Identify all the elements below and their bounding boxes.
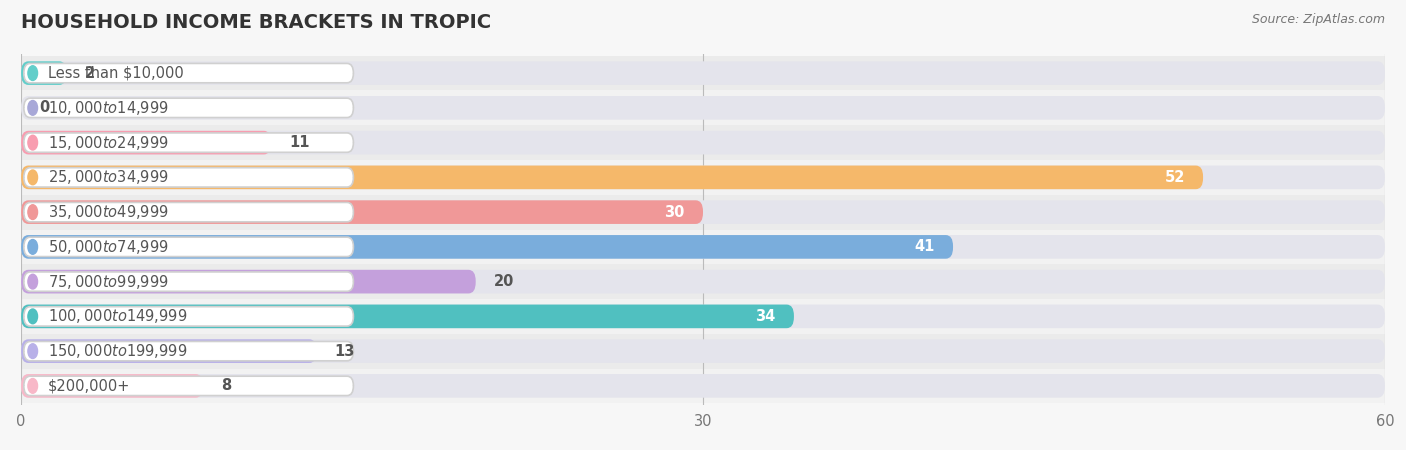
FancyBboxPatch shape	[21, 339, 316, 363]
Text: 34: 34	[755, 309, 776, 324]
Text: 13: 13	[335, 344, 356, 359]
Text: $200,000+: $200,000+	[48, 378, 131, 393]
FancyBboxPatch shape	[21, 61, 1385, 85]
Text: $100,000 to $149,999: $100,000 to $149,999	[48, 307, 187, 325]
FancyBboxPatch shape	[24, 376, 353, 396]
FancyBboxPatch shape	[21, 374, 202, 398]
FancyBboxPatch shape	[21, 166, 1385, 189]
FancyBboxPatch shape	[24, 202, 353, 222]
Text: $25,000 to $34,999: $25,000 to $34,999	[48, 168, 169, 186]
Text: $75,000 to $99,999: $75,000 to $99,999	[48, 273, 169, 291]
Text: $35,000 to $49,999: $35,000 to $49,999	[48, 203, 169, 221]
Text: $50,000 to $74,999: $50,000 to $74,999	[48, 238, 169, 256]
Text: 52: 52	[1164, 170, 1185, 185]
FancyBboxPatch shape	[21, 305, 1385, 328]
Bar	[21, 230, 1385, 264]
FancyBboxPatch shape	[24, 133, 353, 152]
Circle shape	[28, 170, 38, 185]
Bar	[21, 369, 1385, 403]
Text: 11: 11	[290, 135, 309, 150]
Text: HOUSEHOLD INCOME BRACKETS IN TROPIC: HOUSEHOLD INCOME BRACKETS IN TROPIC	[21, 14, 491, 32]
Bar	[21, 334, 1385, 369]
FancyBboxPatch shape	[24, 272, 353, 291]
FancyBboxPatch shape	[21, 374, 1385, 398]
FancyBboxPatch shape	[21, 131, 271, 154]
Circle shape	[28, 205, 38, 220]
FancyBboxPatch shape	[21, 61, 66, 85]
FancyBboxPatch shape	[21, 305, 794, 328]
FancyBboxPatch shape	[21, 166, 1204, 189]
FancyBboxPatch shape	[21, 270, 475, 293]
FancyBboxPatch shape	[21, 339, 1385, 363]
Text: $150,000 to $199,999: $150,000 to $199,999	[48, 342, 187, 360]
Text: 20: 20	[494, 274, 515, 289]
Bar	[21, 160, 1385, 195]
Circle shape	[28, 309, 38, 324]
Circle shape	[28, 344, 38, 359]
FancyBboxPatch shape	[21, 200, 703, 224]
Circle shape	[28, 274, 38, 289]
FancyBboxPatch shape	[24, 342, 353, 361]
FancyBboxPatch shape	[24, 237, 353, 256]
Text: $10,000 to $14,999: $10,000 to $14,999	[48, 99, 169, 117]
FancyBboxPatch shape	[21, 270, 1385, 293]
Text: 8: 8	[221, 378, 232, 393]
FancyBboxPatch shape	[21, 200, 1385, 224]
Circle shape	[28, 239, 38, 254]
Bar	[21, 90, 1385, 125]
Bar	[21, 264, 1385, 299]
Bar	[21, 125, 1385, 160]
FancyBboxPatch shape	[24, 168, 353, 187]
Circle shape	[28, 378, 38, 393]
FancyBboxPatch shape	[21, 96, 1385, 120]
Text: 30: 30	[665, 205, 685, 220]
FancyBboxPatch shape	[24, 63, 353, 83]
FancyBboxPatch shape	[21, 235, 1385, 259]
Bar	[21, 195, 1385, 230]
Bar	[21, 299, 1385, 334]
Text: Source: ZipAtlas.com: Source: ZipAtlas.com	[1251, 14, 1385, 27]
Circle shape	[28, 135, 38, 150]
Bar	[21, 56, 1385, 90]
FancyBboxPatch shape	[24, 98, 353, 117]
Text: 0: 0	[39, 100, 49, 115]
Text: 2: 2	[84, 66, 94, 81]
FancyBboxPatch shape	[21, 131, 1385, 154]
Circle shape	[28, 100, 38, 115]
Text: $15,000 to $24,999: $15,000 to $24,999	[48, 134, 169, 152]
Text: Less than $10,000: Less than $10,000	[48, 66, 184, 81]
Circle shape	[28, 66, 38, 81]
FancyBboxPatch shape	[21, 235, 953, 259]
Text: 41: 41	[914, 239, 935, 254]
FancyBboxPatch shape	[24, 307, 353, 326]
